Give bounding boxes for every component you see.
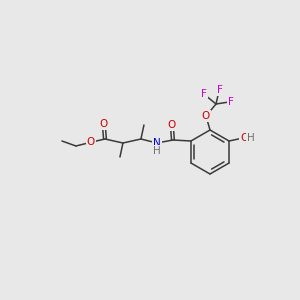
Text: N: N: [153, 138, 161, 148]
Text: O: O: [168, 120, 176, 130]
Text: O: O: [240, 133, 248, 143]
Text: H: H: [153, 146, 161, 156]
Text: F: F: [228, 97, 234, 107]
Text: O: O: [100, 119, 108, 129]
Text: F: F: [217, 85, 223, 95]
Text: O: O: [202, 111, 210, 121]
Text: F: F: [201, 89, 207, 99]
Text: H: H: [247, 133, 255, 143]
Text: O: O: [87, 137, 95, 147]
